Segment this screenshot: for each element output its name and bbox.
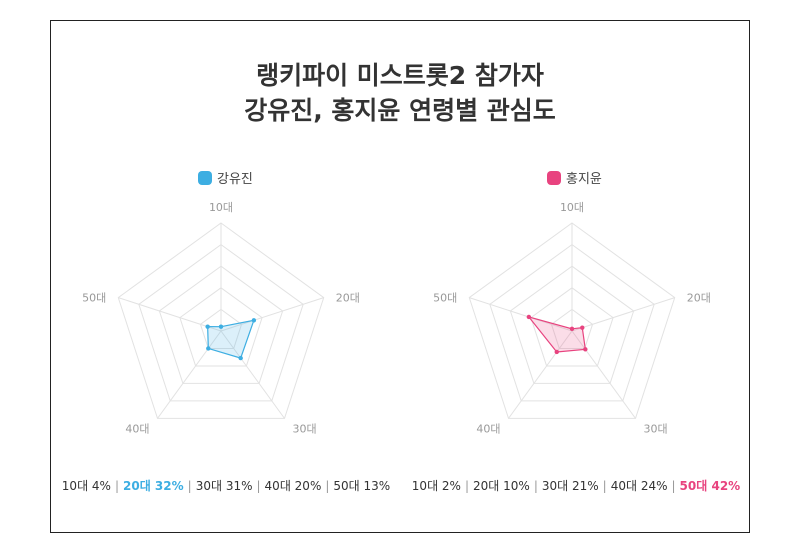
summary-item: 20대 10% (473, 479, 530, 493)
summary-separator: | (187, 479, 192, 493)
axis-label: 40대 (125, 422, 149, 435)
summary-item: 10대 4% (61, 479, 111, 493)
radar-grid-ring (117, 222, 325, 419)
legend-label-hong: 홍지윤 (566, 172, 602, 187)
radar-chart-hong: 10대 20대 30대 40대 50대 (433, 201, 711, 435)
summary-separator: | (114, 479, 120, 493)
axis-label: 10대 (560, 201, 584, 214)
axis-label: 50대 (82, 292, 106, 305)
summary-hong: 10대 2% | 20대 10% | 30대 21% | 40대 24% | 50대 42% (406, 477, 746, 494)
axis-label: 20대 (687, 292, 711, 305)
radar-data-point (583, 347, 588, 352)
radar-grid-ring (468, 222, 676, 419)
axis-label: 20대 (336, 292, 360, 305)
chart-frame (50, 20, 750, 533)
radar-spoke (157, 330, 222, 419)
summary-item: 30대 31% (195, 479, 253, 493)
radar-grid-ring (509, 265, 635, 384)
radar-data-point (526, 314, 532, 320)
radar-data-point (206, 346, 211, 351)
radar-data-point (554, 349, 559, 355)
summary-kang: 10대 4% | 20대 32% | 30대 31% | 40대 20% | 50대 13% (56, 477, 396, 494)
radar-data-point (251, 318, 257, 323)
legend-kang: 강유진 (198, 168, 253, 187)
summary-item: 40대 20% (264, 479, 322, 493)
legend-swatch-hong (547, 170, 561, 185)
radar-grid-ring (199, 308, 243, 349)
legend-hong: 홍지윤 (547, 168, 602, 187)
summary-separator: | (464, 479, 470, 493)
summary-item: 20대 32% (123, 479, 184, 493)
summary-separator: | (256, 479, 261, 493)
radar-data-point (569, 326, 575, 332)
radar-spoke (220, 297, 324, 332)
axis-label: 30대 (643, 422, 667, 435)
radar-spoke (118, 297, 222, 332)
summary-separator: | (325, 479, 330, 493)
chart-title-line2: 강유진, 홍지윤 연령별 관심도 (244, 96, 556, 125)
radar-series-area (207, 319, 255, 359)
summary-item: 50대 13% (333, 479, 391, 493)
radar-grid-ring (179, 287, 263, 367)
summary-separator: | (533, 479, 538, 493)
axis-label: 30대 (292, 422, 316, 435)
radar-grid-ring (550, 308, 594, 349)
legend-label-kang: 강유진 (217, 172, 253, 187)
summary-item: 30대 21% (541, 479, 599, 493)
summary-separator: | (671, 479, 676, 493)
summary-separator: | (602, 479, 607, 493)
radar-grid-ring (138, 243, 304, 402)
radar-data-point (218, 324, 224, 329)
axis-label: 50대 (433, 292, 457, 305)
axis-label: 40대 (476, 422, 500, 435)
radar-spoke (571, 297, 675, 332)
axis-label: 10대 (209, 201, 233, 214)
summary-item: 40대 24% (610, 479, 668, 493)
radar-chart-kang: 10대 20대 30대 40대 50대 (82, 201, 360, 435)
radar-series-area (527, 315, 587, 353)
radar-spoke (220, 330, 285, 419)
radar-data-point (238, 355, 243, 361)
summary-item: 50대 42% (679, 479, 741, 493)
radar-spoke (571, 330, 636, 419)
radar-data-point (205, 324, 210, 329)
summary-item: 10대 2% (411, 479, 461, 493)
radar-data-point (580, 325, 585, 330)
radar-spoke (469, 297, 573, 332)
radar-grid-ring (158, 265, 284, 384)
legend-swatch-kang (198, 170, 212, 185)
radar-grid-ring (530, 287, 614, 367)
radar-spoke (508, 330, 573, 419)
chart-title-line1: 랭키파이 미스트롯2 참가자 (256, 61, 544, 90)
radar-grid-ring (489, 243, 655, 402)
